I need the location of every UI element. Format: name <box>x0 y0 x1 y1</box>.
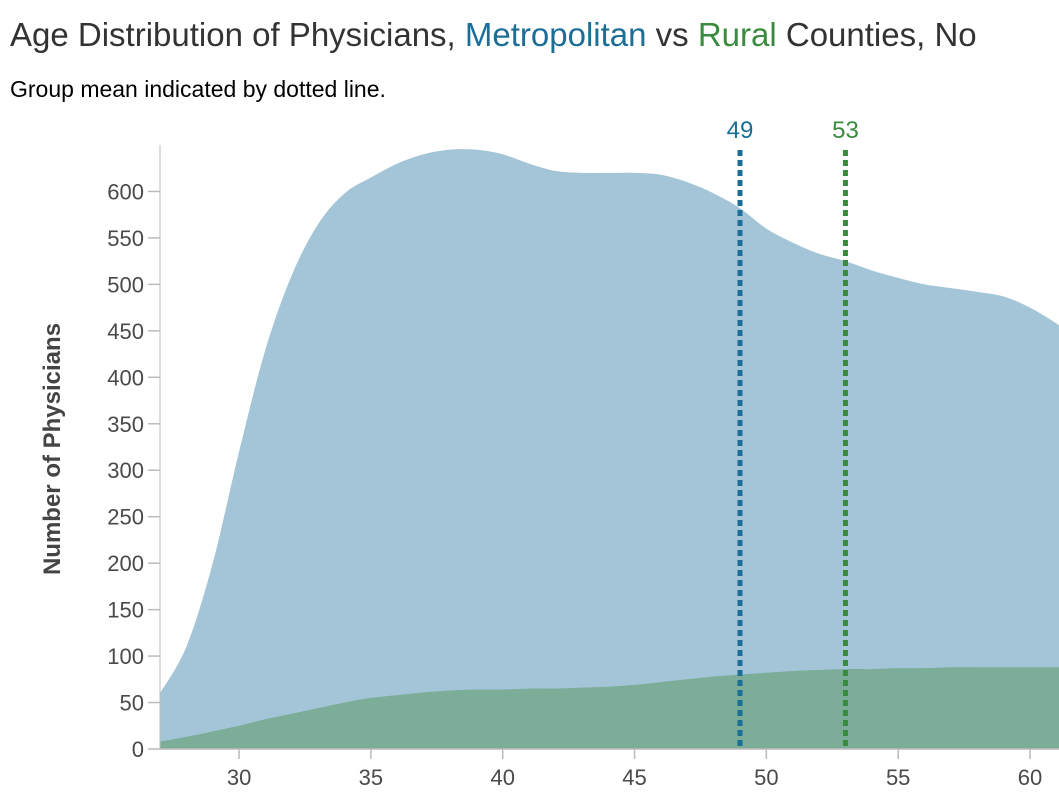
y-tick-label: 250 <box>107 505 144 530</box>
chart-title: Age Distribution of Physicians, Metropol… <box>10 16 977 54</box>
area-layer <box>160 149 1059 749</box>
x-tick-label: 50 <box>754 765 778 790</box>
x-tick-label: 40 <box>490 765 514 790</box>
y-axis: 0 50 100 150 200 250 300 350 400 450 500 550 600 <box>107 145 161 762</box>
y-tick-label: 350 <box>107 412 144 437</box>
y-tick-label: 50 <box>120 691 144 716</box>
y-tick-label: 150 <box>107 598 144 623</box>
y-tick-label: 600 <box>107 179 144 204</box>
y-tick-label: 500 <box>107 272 144 297</box>
x-tick-label: 45 <box>622 765 646 790</box>
y-axis-label: Number of Physicians <box>39 323 66 575</box>
mean-line-rural-label: 53 <box>832 117 859 144</box>
mean-line-metropolitan-label: 49 <box>727 117 754 144</box>
title-suffix: Counties, No <box>776 16 977 53</box>
y-tick-label: 300 <box>107 458 144 483</box>
chart-subtitle: Group mean indicated by dotted line. <box>10 76 386 102</box>
x-tick-label: 30 <box>227 765 251 790</box>
y-tick-label: 200 <box>107 551 144 576</box>
y-tick-label: 0 <box>132 737 144 762</box>
area-rural <box>160 667 1059 749</box>
y-tick-label: 400 <box>107 365 144 390</box>
title-rural-word: Rural <box>697 16 777 53</box>
y-tick-label: 450 <box>107 319 144 344</box>
x-tick-label: 60 <box>1018 765 1042 790</box>
title-prefix: Age Distribution of Physicians, <box>10 16 465 53</box>
y-tick-label: 100 <box>107 644 144 669</box>
x-axis: 30 35 40 45 50 55 60 <box>160 748 1059 790</box>
title-metro-word: Metropolitan <box>464 16 647 53</box>
x-tick-label: 35 <box>359 765 383 790</box>
mean-lines-layer: 49 53 <box>727 117 859 749</box>
x-tick-label: 55 <box>886 765 910 790</box>
y-tick-label: 550 <box>107 226 144 251</box>
title-vs: vs <box>646 16 698 53</box>
area-metropolitan <box>160 149 1059 749</box>
